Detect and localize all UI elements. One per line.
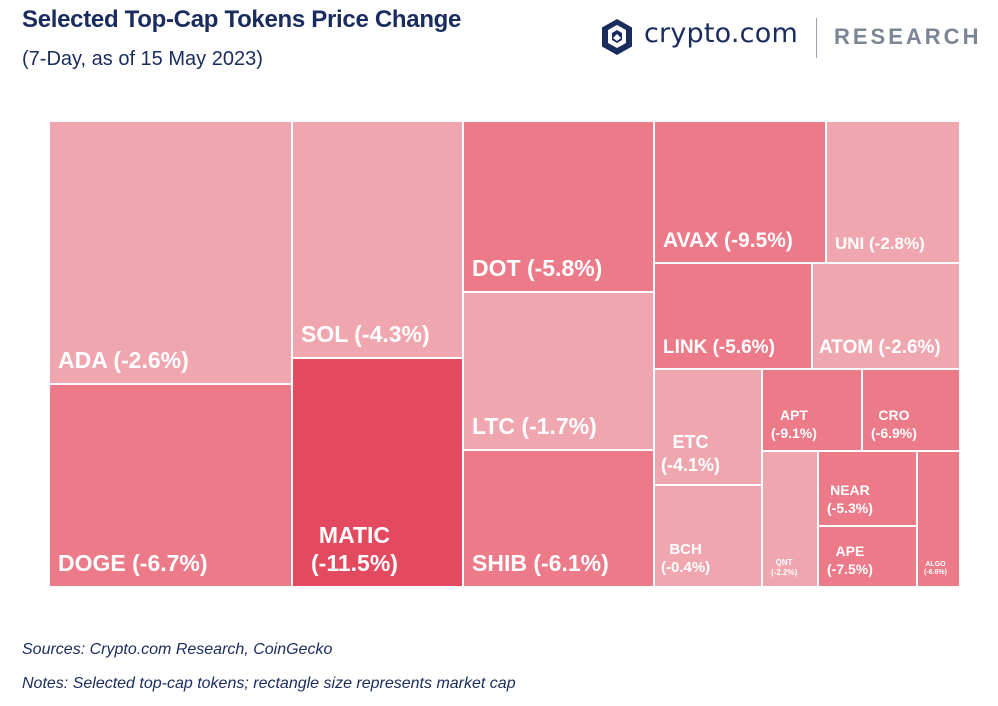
tile-label-dot: DOT (-5.8%) xyxy=(472,255,603,282)
tile-near: NEAR (-5.3%) xyxy=(818,451,917,526)
tile-ltc: LTC (-1.7%) xyxy=(463,292,654,450)
tile-label-shib: SHIB (-6.1%) xyxy=(472,550,609,577)
tile-link: LINK (-5.6%) xyxy=(654,263,812,369)
tile-label-near: NEAR (-5.3%) xyxy=(827,482,873,516)
tile-label-ltc: LTC (-1.7%) xyxy=(472,413,597,440)
tile-qnt: QNT (-2.2%) xyxy=(762,451,818,587)
tile-ada: ADA (-2.6%) xyxy=(49,121,292,384)
logo-divider xyxy=(816,18,817,58)
tile-label-ada: ADA (-2.6%) xyxy=(58,347,189,374)
tile-label-cro: CRO (-6.9%) xyxy=(871,407,917,441)
tile-dot: DOT (-5.8%) xyxy=(463,121,654,292)
tile-algo: ALGO (-6.6%) xyxy=(917,451,960,587)
tile-bch: BCH (-0.4%) xyxy=(654,485,762,587)
tile-atom: ATOM (-2.6%) xyxy=(812,263,960,369)
tile-ape: APE (-7.5%) xyxy=(818,526,917,587)
tile-label-sol: SOL (-4.3%) xyxy=(301,321,430,348)
tile-etc: ETC (-4.1%) xyxy=(654,369,762,485)
tile-avax: AVAX (-9.5%) xyxy=(654,121,826,263)
tile-shib: SHIB (-6.1%) xyxy=(463,450,654,587)
tile-label-uni: UNI (-2.8%) xyxy=(835,233,925,253)
tile-uni: UNI (-2.8%) xyxy=(826,121,960,263)
tile-label-avax: AVAX (-9.5%) xyxy=(663,228,793,252)
chart-subtitle: (7-Day, as of 15 May 2023) xyxy=(22,48,263,70)
tile-label-qnt: QNT (-2.2%) xyxy=(771,558,798,577)
tile-label-link: LINK (-5.6%) xyxy=(663,337,775,359)
logo-research-label: RESEARCH xyxy=(834,24,982,49)
tile-label-algo: ALGO (-6.6%) xyxy=(924,560,947,577)
tile-label-bch: BCH (-0.4%) xyxy=(661,540,711,577)
sources-note: Sources: Crypto.com Research, CoinGecko xyxy=(22,641,333,658)
tile-cro: CRO (-6.9%) xyxy=(862,369,960,451)
crypto-com-lion-shield-icon xyxy=(602,19,632,55)
tile-label-apt: APT (-9.1%) xyxy=(771,407,817,441)
notes-note: Notes: Selected top-cap tokens; rectangl… xyxy=(22,675,516,692)
tile-label-atom: ATOM (-2.6%) xyxy=(819,337,941,359)
logo-wordmark: crypto.com xyxy=(644,18,798,49)
tile-label-matic: MATIC (-11.5%) xyxy=(311,521,398,577)
tile-sol: SOL (-4.3%) xyxy=(292,121,463,358)
tile-label-etc: ETC (-4.1%) xyxy=(661,432,721,475)
tile-label-ape: APE (-7.5%) xyxy=(827,543,873,577)
tile-apt: APT (-9.1%) xyxy=(762,369,862,451)
tile-doge: DOGE (-6.7%) xyxy=(49,384,292,587)
tile-matic: MATIC (-11.5%) xyxy=(292,358,463,587)
chart-title: Selected Top-Cap Tokens Price Change xyxy=(22,6,462,33)
tile-label-doge: DOGE (-6.7%) xyxy=(58,550,208,577)
